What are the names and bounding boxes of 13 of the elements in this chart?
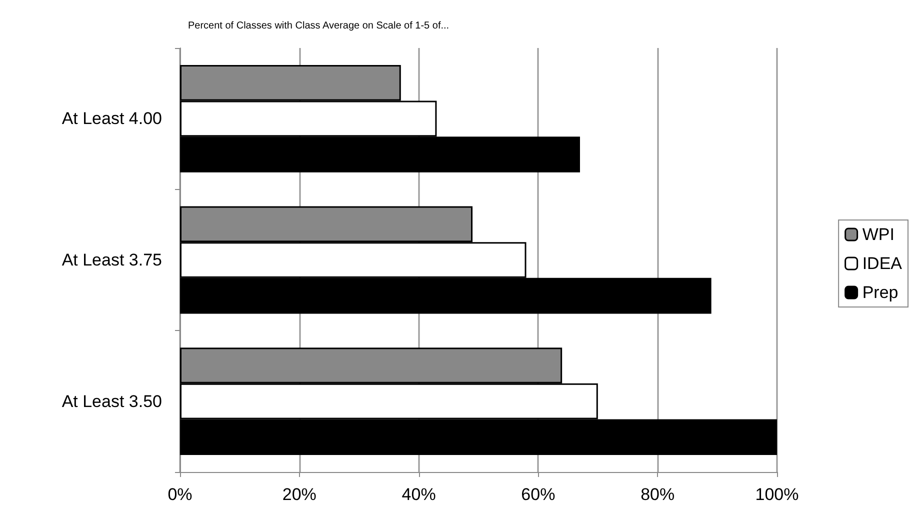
x-tick-label: 100% [755, 485, 799, 504]
legend-label: IDEA [862, 254, 903, 273]
legend-label: WPI [862, 225, 894, 244]
y-tick-label: At Least 3.50 [62, 392, 162, 411]
x-tick-label: 0% [168, 485, 192, 504]
x-tick-label: 80% [640, 485, 675, 504]
x-tick-label: 20% [282, 485, 316, 504]
x-tick-label: 40% [402, 485, 436, 504]
y-tick-label: At Least 3.75 [62, 250, 162, 270]
x-tick-label: 60% [521, 485, 556, 504]
legend-label: Prep [862, 283, 898, 302]
y-tick-label: At Least 4.00 [62, 109, 162, 128]
chart-title: Percent of Classes with Class Average on Scale of 1-5 of... [188, 20, 450, 32]
